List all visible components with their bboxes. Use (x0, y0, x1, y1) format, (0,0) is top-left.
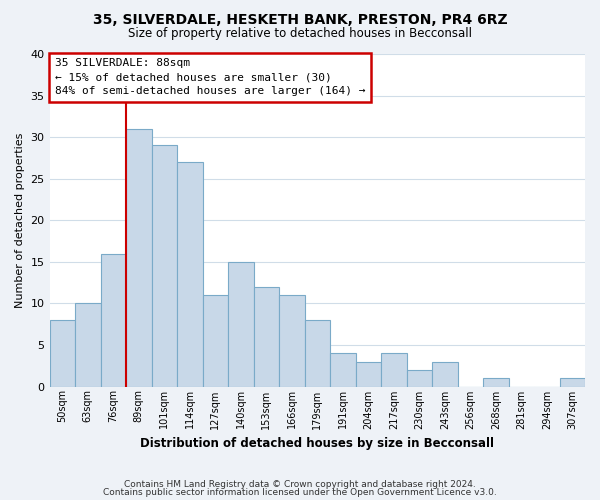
Bar (407, 370, 432, 386)
Bar (330, 354, 356, 386)
Text: Size of property relative to detached houses in Becconsall: Size of property relative to detached ho… (128, 28, 472, 40)
Bar (483, 378, 509, 386)
Text: 35 SILVERDALE: 88sqm
← 15% of detached houses are smaller (30)
84% of semi-detac: 35 SILVERDALE: 88sqm ← 15% of detached h… (55, 58, 365, 96)
Bar (177, 162, 203, 386)
Bar (254, 287, 279, 386)
Text: Contains HM Land Registry data © Crown copyright and database right 2024.: Contains HM Land Registry data © Crown c… (124, 480, 476, 489)
Bar (279, 295, 305, 386)
Bar (305, 320, 330, 386)
Text: Contains public sector information licensed under the Open Government Licence v3: Contains public sector information licen… (103, 488, 497, 497)
Bar (560, 378, 585, 386)
Bar (228, 262, 254, 386)
Bar (432, 362, 458, 386)
Bar (152, 146, 177, 386)
Text: 35, SILVERDALE, HESKETH BANK, PRESTON, PR4 6RZ: 35, SILVERDALE, HESKETH BANK, PRESTON, P… (92, 12, 508, 26)
Bar (101, 254, 126, 386)
Bar (203, 295, 228, 386)
Bar (126, 129, 152, 386)
Y-axis label: Number of detached properties: Number of detached properties (15, 132, 25, 308)
Bar (356, 362, 381, 386)
Bar (50, 320, 75, 386)
X-axis label: Distribution of detached houses by size in Becconsall: Distribution of detached houses by size … (140, 437, 494, 450)
Bar (75, 304, 101, 386)
Bar (381, 354, 407, 386)
